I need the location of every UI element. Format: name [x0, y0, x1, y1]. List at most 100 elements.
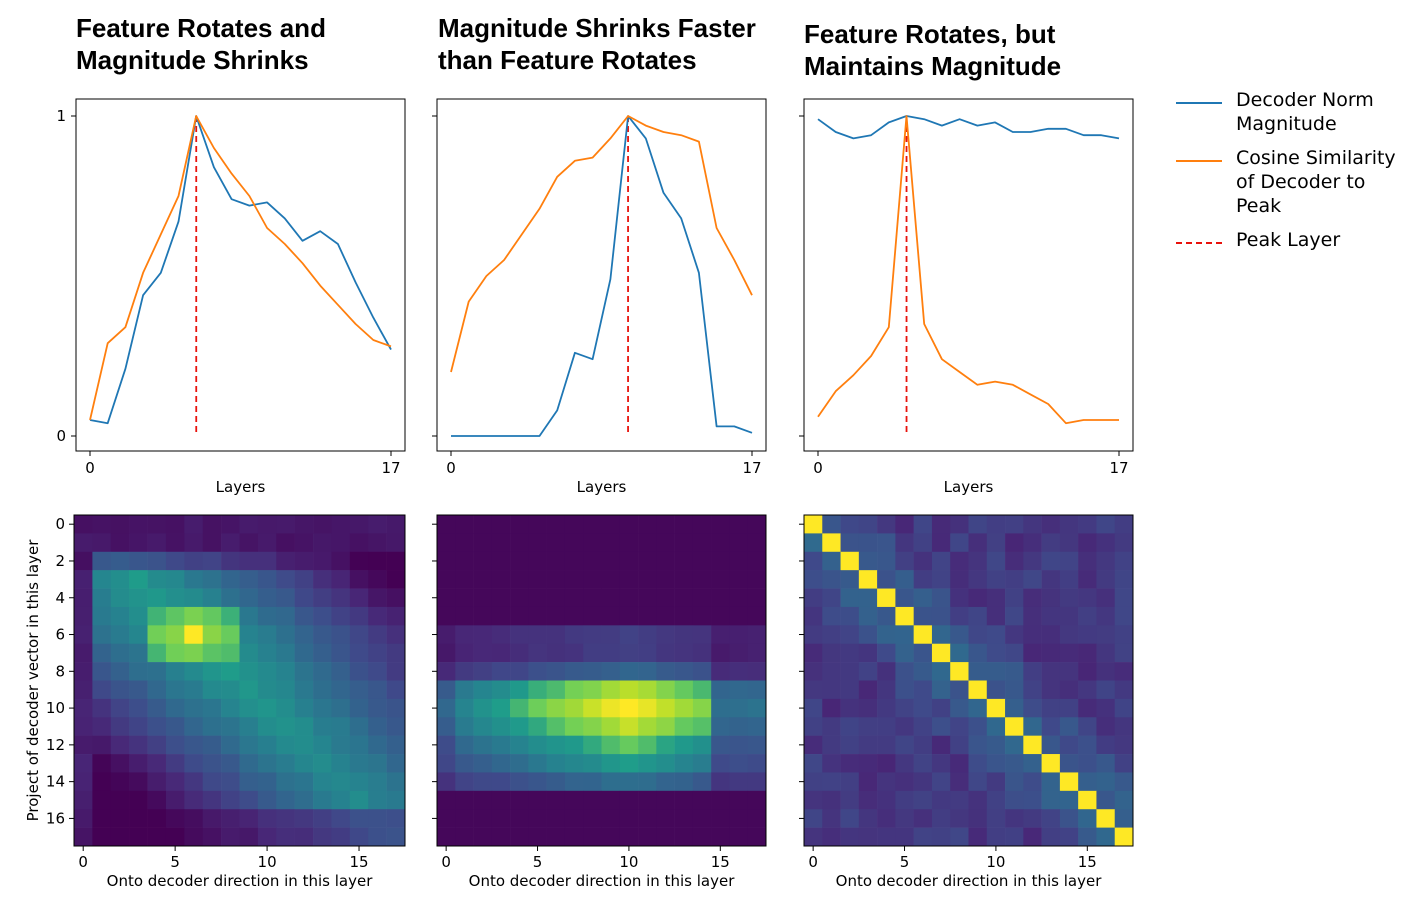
- heatmap-cell: [313, 827, 332, 847]
- heatmap-cell: [313, 533, 332, 553]
- heatmap-cell: [564, 588, 584, 608]
- heatmap-cell: [564, 790, 584, 810]
- heatmap-cell: [110, 827, 130, 847]
- heatmap-cell: [583, 533, 602, 553]
- heatmap-cell: [510, 754, 529, 773]
- heatmap-cell: [638, 772, 657, 792]
- heatmap-cell: [1059, 698, 1079, 718]
- heatmap-cell: [239, 625, 259, 645]
- heatmap-cell: [656, 570, 675, 589]
- heatmap-cell: [747, 515, 767, 534]
- heatmap-cell: [564, 625, 584, 645]
- heatmap-cell: [1096, 625, 1116, 645]
- heatmap-cell: [986, 588, 1006, 608]
- heatmap-cell: [386, 809, 406, 828]
- heatmap-cell: [950, 680, 969, 700]
- heatmap-cell: [822, 662, 841, 681]
- heatmap-cell: [510, 606, 529, 626]
- heatmap-cell: [386, 754, 406, 773]
- heatmap-cell: [1041, 754, 1061, 773]
- heatmap-cell: [656, 809, 675, 828]
- heatmap-cell: [257, 735, 277, 755]
- heatmap-cell: [1078, 570, 1097, 589]
- heatmap-cell: [386, 588, 406, 608]
- heatmap-cell: [895, 625, 914, 645]
- heatmap-cell: [92, 698, 112, 718]
- heatmap-cell: [968, 643, 988, 663]
- heatmap-cell: [1096, 827, 1116, 847]
- heatmap-cell: [858, 533, 878, 553]
- heatmap-cell: [546, 680, 566, 700]
- heatmap-cell: [1059, 662, 1079, 681]
- heatmap-cell: [202, 809, 222, 828]
- heatmap-cell: [968, 588, 988, 608]
- heatmap-cell: [294, 643, 314, 663]
- heatmap-cell: [1078, 827, 1097, 847]
- heatmap-cell: [257, 827, 277, 847]
- heatmap-cell: [674, 735, 694, 755]
- heatmap-cell: [294, 533, 314, 553]
- legend-swatch-norm: [1176, 102, 1222, 104]
- heatmap-cell: [968, 570, 988, 589]
- heatmap-cell: [1041, 588, 1061, 608]
- heatmap-cell: [202, 698, 222, 718]
- heatmap-cell: [931, 754, 951, 773]
- heatmap-cell: [74, 772, 93, 792]
- heatmap-cell: [239, 588, 259, 608]
- heatmap-cell: [221, 790, 240, 810]
- heatmap-cell: [1059, 625, 1079, 645]
- heatmap-cell: [184, 625, 204, 645]
- heatmap-cell: [368, 698, 387, 718]
- heatmap-cell: [656, 827, 675, 847]
- heatmap-cell: [729, 754, 749, 773]
- heatmap-cell: [1059, 515, 1079, 534]
- heatmap-cell: [528, 809, 547, 828]
- heatmap-cell: [913, 606, 933, 626]
- heatmap-cell: [92, 533, 112, 553]
- heatmap-cell: [1059, 735, 1079, 755]
- heatmap-cell: [129, 533, 148, 553]
- heatmap-cell: [294, 680, 314, 700]
- heatmap-cell: [638, 570, 657, 589]
- heatmap-cell: [729, 662, 749, 681]
- x-tick-label: 5: [170, 853, 180, 871]
- heatmap-cell: [437, 680, 456, 700]
- heatmap-cell: [822, 790, 841, 810]
- heatmap-cell: [92, 662, 112, 681]
- heatmap-cell: [1041, 643, 1061, 663]
- heatmap-cell: [968, 809, 988, 828]
- heatmap-cell: [221, 570, 240, 589]
- heatmap-cell: [349, 717, 369, 736]
- heatmap-cell: [895, 698, 914, 718]
- heatmap-cell: [491, 570, 511, 589]
- heatmap-cell: [184, 515, 204, 534]
- heatmap-cell: [1114, 570, 1134, 589]
- heatmap-cell: [1005, 551, 1024, 571]
- heatmap-cell: [276, 680, 295, 700]
- x-tick-label: 0: [446, 459, 456, 477]
- heatmap-cell: [437, 790, 456, 810]
- heatmap-cell: [221, 588, 240, 608]
- heatmap-cell: [913, 533, 933, 553]
- heatmap-cell: [239, 772, 259, 792]
- heatmap-cell: [276, 662, 295, 681]
- legend-swatch-cosine: [1176, 160, 1222, 162]
- heatmap-cell: [276, 551, 295, 571]
- heatmap-cell: [950, 606, 969, 626]
- heatmap-cell: [858, 588, 878, 608]
- heatmap-cell: [368, 625, 387, 645]
- heatmap-cell: [202, 551, 222, 571]
- heatmap-cell: [674, 588, 694, 608]
- heatmap-cell: [747, 662, 767, 681]
- heatmap-cell: [110, 717, 130, 736]
- heatmap-cell: [1005, 515, 1024, 534]
- heatmap-cell: [313, 662, 332, 681]
- heatmap-cell: [1059, 533, 1079, 553]
- heatmap-cell: [950, 515, 969, 534]
- heatmap-cell: [294, 735, 314, 755]
- heatmap-cell: [913, 790, 933, 810]
- heatmap-cell: [491, 809, 511, 828]
- heatmap-cell: [638, 533, 657, 553]
- heatmap-cell: [692, 643, 712, 663]
- heatmap-cell: [913, 754, 933, 773]
